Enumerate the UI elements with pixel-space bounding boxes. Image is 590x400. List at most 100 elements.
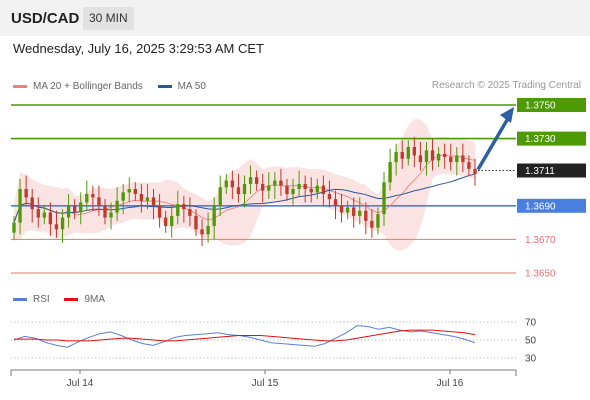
- candle-body: [121, 192, 125, 201]
- candle-body: [139, 194, 144, 201]
- candle-body: [400, 152, 404, 159]
- candle-body: [473, 168, 477, 174]
- candle-body: [261, 183, 265, 191]
- candle-body: [133, 189, 137, 195]
- legend-swatch-9ma: [64, 298, 79, 301]
- level-label-1.3690: 1.3690: [525, 201, 556, 212]
- candle-body: [418, 155, 423, 163]
- candle-body: [54, 224, 59, 230]
- candle-body: [291, 189, 295, 195]
- candle-body: [103, 205, 107, 218]
- candle-body: [412, 147, 417, 156]
- rsi-legend: RSI 9MA: [13, 293, 117, 305]
- candle-body: [370, 220, 374, 228]
- legend-label-rsi: RSI: [33, 294, 50, 305]
- candle-body: [436, 153, 441, 161]
- candle-body: [297, 183, 301, 189]
- candles: [12, 136, 477, 247]
- candle-body: [60, 217, 65, 230]
- rsi-tick-50: 50: [525, 336, 537, 347]
- candle-body: [176, 204, 180, 216]
- level-box-1.3711: [517, 163, 586, 178]
- level-box-1.3690: [517, 198, 586, 213]
- candle-body: [358, 210, 362, 216]
- candle-body: [279, 180, 283, 186]
- candle-body: [236, 187, 241, 195]
- candle-body: [388, 162, 392, 183]
- candle-body: [66, 205, 71, 218]
- candle-body: [48, 212, 53, 225]
- candle-body: [455, 155, 459, 163]
- x-tick-label-1: Jul 15: [252, 378, 279, 389]
- forecast-arrow: [476, 107, 514, 171]
- candle-body: [224, 180, 228, 188]
- candle-body: [376, 214, 380, 228]
- rsi-panel: 70 50 30: [11, 318, 537, 365]
- timeframe-badge[interactable]: 30 MIN: [83, 7, 134, 30]
- datetime-label: Wednesday, July 16, 2025 3:29:53 AM CET: [13, 41, 264, 56]
- candle-body: [182, 204, 186, 210]
- currency-pair-title: USD/CAD: [11, 10, 80, 27]
- legend-label-9ma: 9MA: [84, 294, 106, 305]
- legend-label-ma50: MA 50: [177, 81, 206, 92]
- candle-body: [218, 187, 222, 206]
- candle-body: [127, 189, 131, 193]
- candle-body: [303, 183, 307, 189]
- candle-body: [345, 207, 350, 213]
- candle-body: [267, 185, 271, 191]
- candle-body: [12, 222, 16, 233]
- rsi-tick-70: 70: [525, 318, 537, 329]
- candle-body: [248, 177, 253, 184]
- candle-body: [151, 197, 156, 206]
- candle-body: [285, 185, 289, 195]
- candle-body: [115, 200, 119, 213]
- x-tick-label-2: Jul 16: [437, 378, 464, 389]
- candle-body: [273, 180, 277, 186]
- candle-body: [321, 185, 326, 195]
- level-label-1.3730: 1.3730: [525, 134, 556, 145]
- candle-body: [85, 194, 89, 203]
- candle-body: [145, 197, 150, 201]
- level-label-1.3650: 1.3650: [525, 269, 556, 280]
- level-label-1.3711: 1.3711: [525, 166, 555, 177]
- candle-body: [163, 217, 168, 226]
- candle-body: [382, 182, 386, 215]
- level-label-1.3750: 1.3750: [525, 101, 556, 112]
- legend-item-ma50: MA 50: [157, 81, 206, 92]
- legend-item-rsi: RSI: [13, 294, 50, 305]
- legend-swatch-ma50: [157, 85, 172, 88]
- credit-text: Research © 2025 Trading Central: [431, 80, 581, 91]
- candle-body: [30, 197, 34, 210]
- rsi-series-9MA: [14, 329, 476, 342]
- candle-body: [97, 197, 101, 206]
- candle-body: [24, 189, 28, 198]
- candle-body: [430, 150, 435, 161]
- candle-body: [157, 205, 162, 218]
- candle-body: [188, 209, 192, 216]
- candle-body: [327, 194, 332, 200]
- forecast-arrow-shaft: [476, 114, 512, 171]
- price-levels: [11, 104, 516, 274]
- candle-body: [461, 155, 465, 163]
- level-box-1.3730: [517, 131, 586, 146]
- candle-body: [333, 199, 338, 206]
- x-tick-label-0: Jul 14: [67, 378, 94, 389]
- rsi-series-RSI: [13, 325, 476, 348]
- rsi-tick-30: 30: [525, 354, 537, 365]
- legend-item-9ma: 9MA: [64, 294, 105, 305]
- candle-body: [79, 202, 83, 213]
- candle-body: [91, 194, 95, 198]
- candle-body: [18, 189, 22, 223]
- candle-body: [200, 229, 204, 235]
- candle-body: [449, 157, 453, 163]
- candle-body: [394, 152, 398, 163]
- candle-body: [406, 147, 410, 159]
- legend-item-bollinger: MA 20 + Bollinger Bands: [13, 81, 143, 92]
- candle-body: [309, 189, 313, 193]
- candle-body: [467, 162, 471, 169]
- x-axis: Jul 14 Jul 15 Jul 16: [10, 369, 517, 389]
- candle-body: [352, 207, 356, 216]
- candle-body: [424, 150, 429, 163]
- candle-body: [364, 210, 368, 221]
